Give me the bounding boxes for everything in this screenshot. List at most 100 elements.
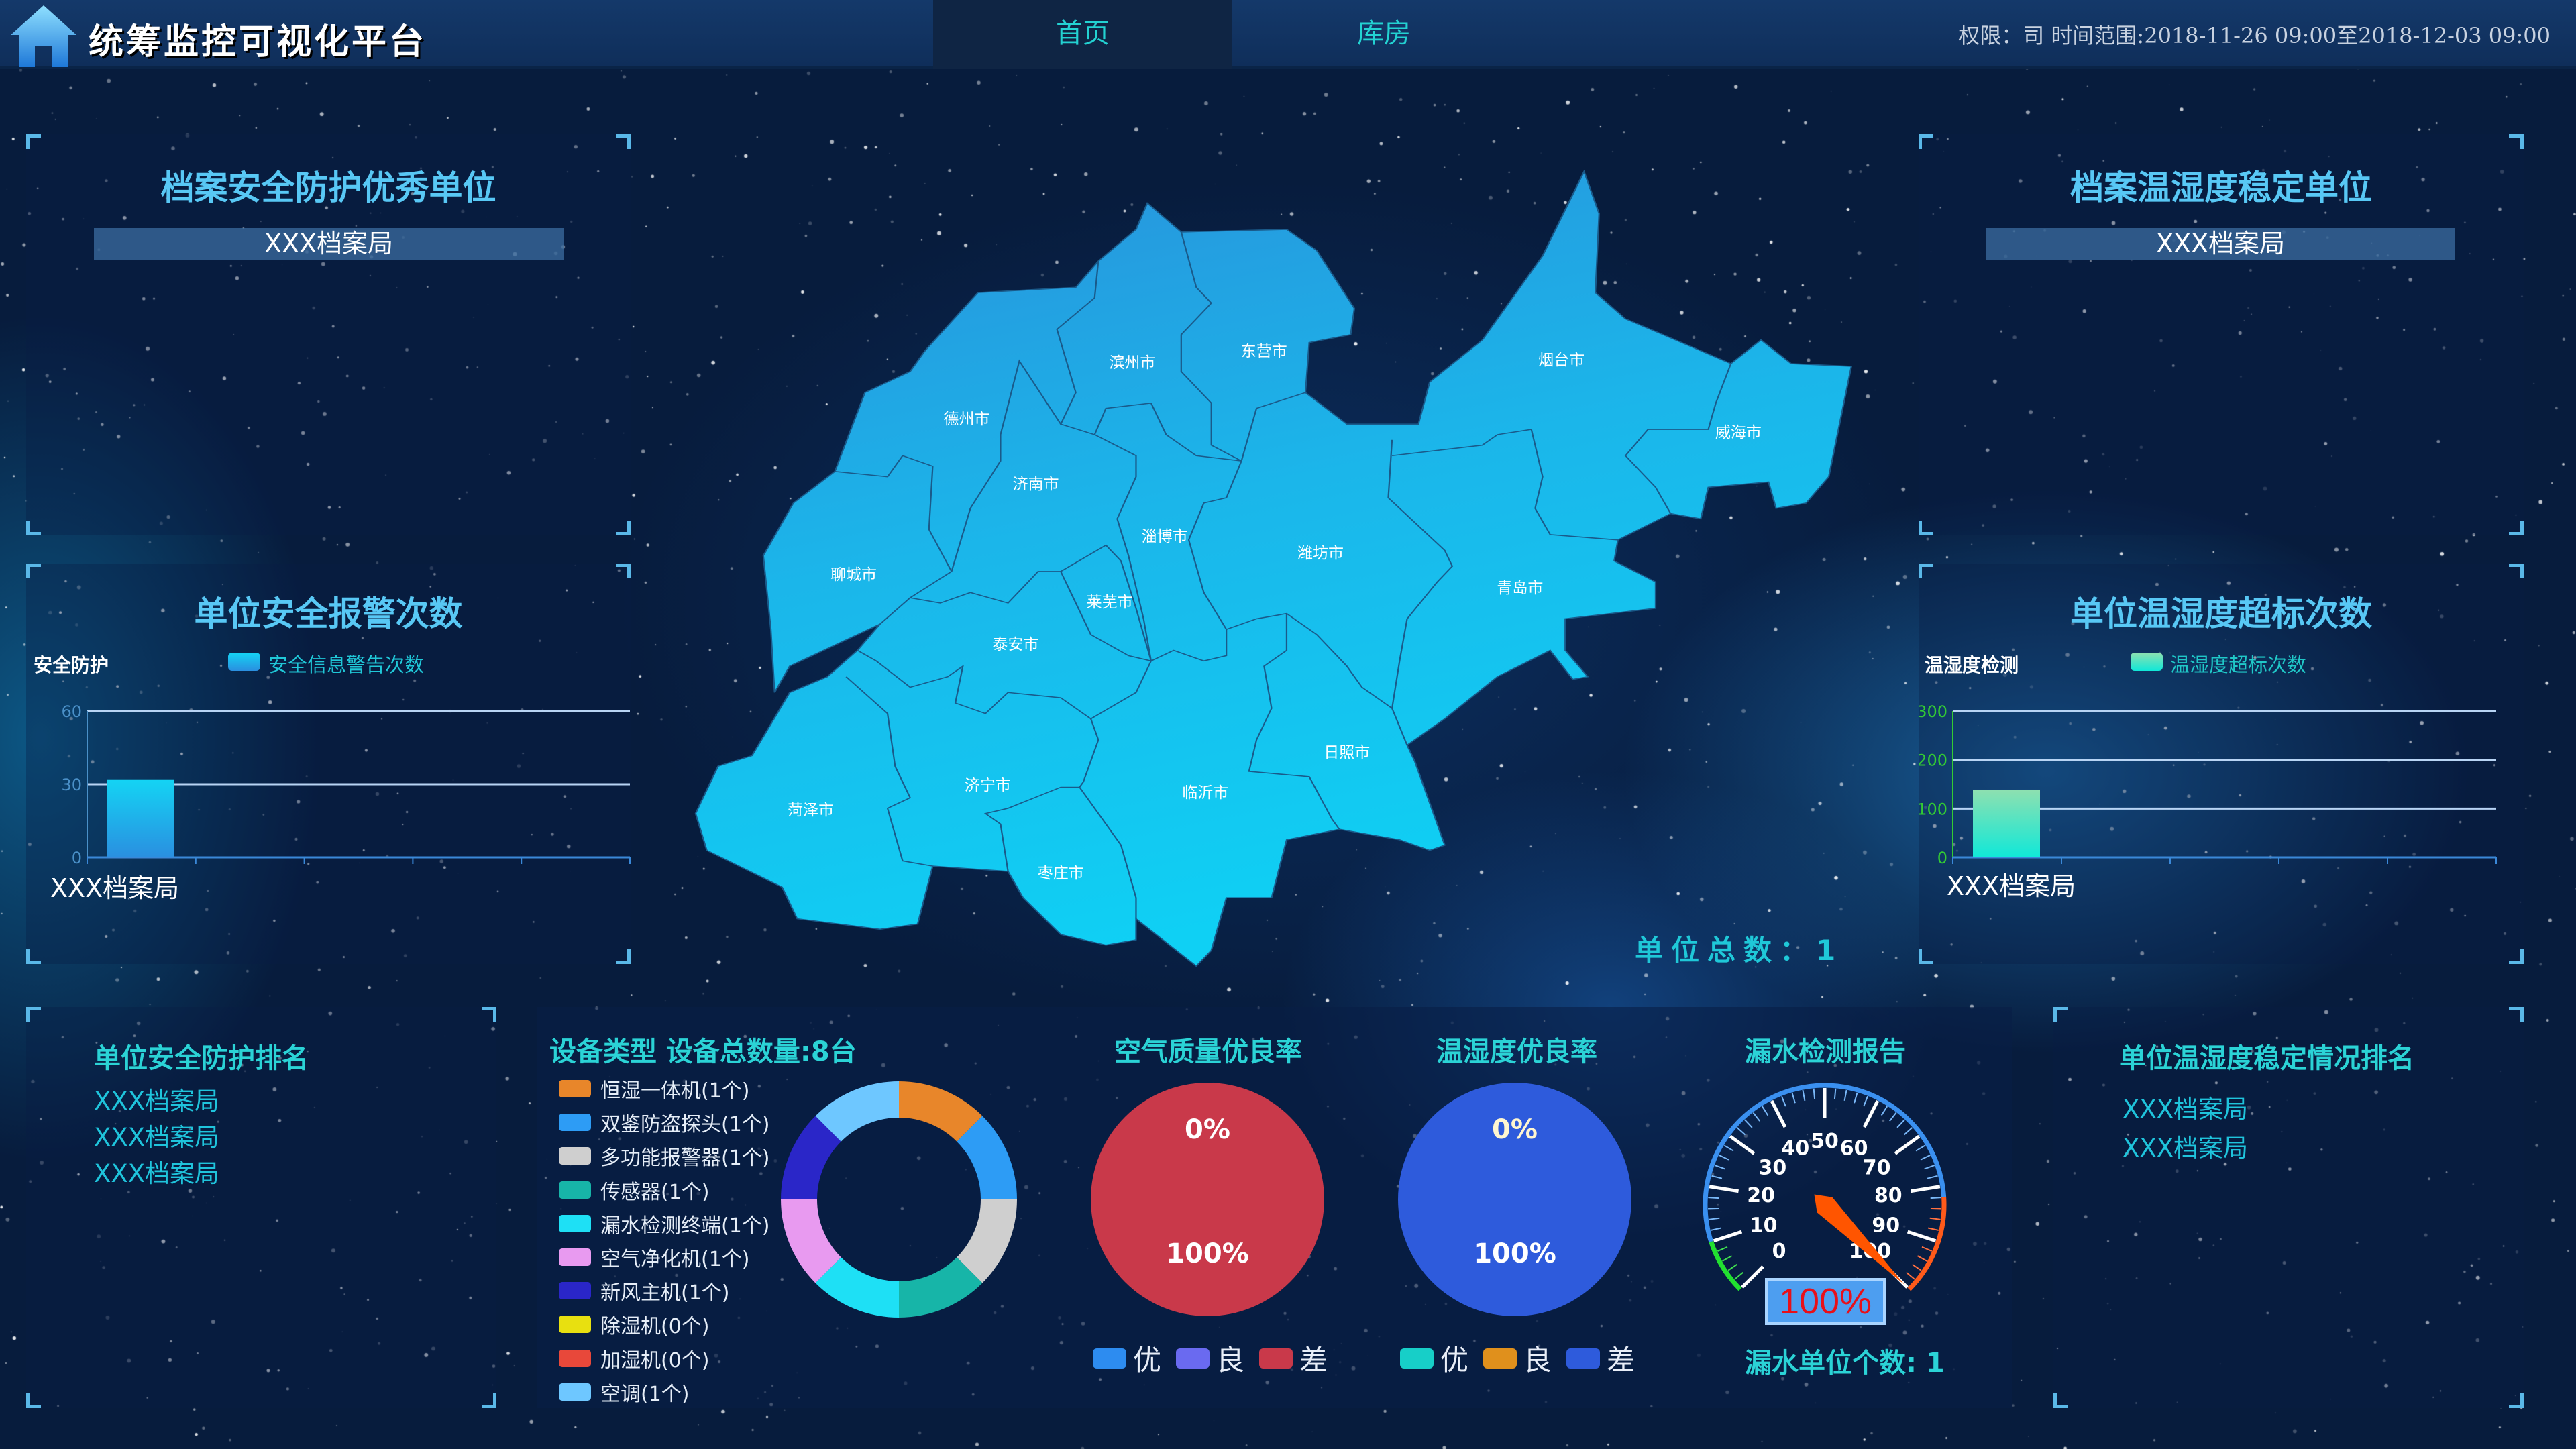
city-label[interactable]: 枣庄市 — [1037, 864, 1084, 882]
legend-swatch[interactable] — [1566, 1348, 1601, 1368]
legend-label: 恒湿一体机(1个) — [600, 1079, 750, 1103]
pie-label-top: 0% — [1185, 1114, 1230, 1145]
gauge-tick — [1889, 1112, 1897, 1122]
donut-slice[interactable] — [957, 1116, 1017, 1199]
donut-slice[interactable] — [815, 1257, 899, 1318]
legend-label: 除湿机(0个) — [600, 1315, 710, 1339]
province-outline[interactable] — [694, 169, 1853, 967]
city-label[interactable]: 聊城市 — [830, 566, 877, 584]
city-label[interactable]: 泰安市 — [992, 635, 1039, 653]
unit-item[interactable]: XXX档案局 — [1986, 228, 2455, 260]
legend-label[interactable]: 良 — [1216, 1344, 1245, 1377]
legend-item[interactable]: 传感器(1个) — [559, 1175, 710, 1205]
donut-slice[interactable] — [781, 1116, 841, 1199]
legend-item[interactable]: 除湿机(0个) — [559, 1309, 710, 1339]
device-type-title: 设备类型 设备总数量:8台 — [549, 1036, 857, 1067]
legend-item[interactable]: 空调(1个) — [559, 1377, 690, 1407]
legend-label[interactable]: 差 — [1607, 1344, 1635, 1377]
gauge-tick — [1708, 1197, 1719, 1199]
rank-item[interactable]: XXX档案局 — [2123, 1134, 2249, 1163]
permission-time-range: 权限：司 时间范围:2018-11-26 09:00至2018-12-03 09… — [1958, 23, 2551, 48]
legend-label: 漏水检测终端(1个) — [600, 1214, 770, 1238]
pie-label-bottom: 100% — [1166, 1238, 1249, 1269]
city-label[interactable]: 济南市 — [1012, 475, 1059, 493]
city-label[interactable]: 烟台市 — [1538, 352, 1585, 370]
gauge-needle — [1814, 1194, 1904, 1285]
donut-slice[interactable] — [899, 1081, 983, 1142]
unit-item[interactable]: XXX档案局 — [94, 228, 564, 260]
gauge-tick — [1722, 1255, 1733, 1262]
legend-item[interactable]: 恒湿一体机(1个) — [559, 1074, 750, 1104]
legend-label[interactable]: 安全信息警告次数 — [268, 653, 425, 676]
legend-swatch[interactable] — [2131, 653, 2163, 671]
rank-item[interactable]: XXX档案局 — [94, 1159, 220, 1188]
rank-item[interactable]: XXX档案局 — [94, 1087, 220, 1116]
donut-slice[interactable] — [899, 1257, 983, 1318]
city-label[interactable]: 莱芜市 — [1086, 594, 1133, 611]
legend-item[interactable]: 加湿机(0个) — [559, 1344, 710, 1373]
leak-unit-count: 漏水单位个数: 1 — [1745, 1348, 1945, 1379]
rank-item[interactable]: XXX档案局 — [94, 1123, 220, 1152]
tab-warehouse[interactable]: 库房 — [1357, 18, 1411, 49]
gauge-tick — [1863, 1095, 1868, 1107]
city-label[interactable]: 东营市 — [1240, 342, 1287, 360]
shandong-map[interactable] — [684, 161, 1865, 986]
pie-slice-poor[interactable] — [1091, 1083, 1324, 1316]
donut-slice[interactable] — [957, 1199, 1017, 1283]
gauge-tick — [1917, 1255, 1927, 1262]
legend-label: 新风主机(1个) — [600, 1281, 730, 1305]
legend-item[interactable]: 新风主机(1个) — [559, 1276, 730, 1305]
unit-total: 单位总数：1 — [1635, 934, 1844, 967]
y-tick-label: 100 — [1919, 800, 1947, 818]
tab-home[interactable]: 首页 — [933, 0, 1232, 69]
panel-title: 单位安全防护排名 — [94, 1043, 309, 1074]
city-label[interactable]: 淄博市 — [1141, 527, 1188, 545]
humidity-rate-pie — [1398, 1083, 1631, 1316]
legend-label[interactable]: 优 — [1133, 1344, 1162, 1377]
gauge-tick — [1920, 1155, 1931, 1161]
city-label[interactable]: 威海市 — [1715, 423, 1762, 441]
city-label[interactable]: 济宁市 — [964, 776, 1011, 794]
city-label[interactable]: 菏泽市 — [788, 801, 835, 819]
city-label[interactable]: 德州市 — [943, 411, 990, 429]
gauge-tick — [1903, 1127, 1913, 1136]
legend-swatch[interactable] — [1176, 1348, 1210, 1368]
legend-item[interactable]: 空气净化机(1个) — [559, 1242, 750, 1272]
city-label[interactable]: 临沂市 — [1182, 784, 1229, 802]
legend-swatch[interactable] — [1093, 1348, 1126, 1368]
legend-swatch[interactable] — [1400, 1348, 1434, 1368]
home-icon[interactable] — [7, 3, 80, 67]
gauge-tick — [1734, 1271, 1743, 1280]
legend-swatch[interactable] — [1483, 1348, 1517, 1368]
legend-swatch[interactable] — [1259, 1348, 1293, 1368]
gauge-tick — [1719, 1155, 1729, 1161]
legend-item[interactable]: 多功能报警器(1个) — [559, 1141, 770, 1171]
donut-slice[interactable] — [781, 1199, 841, 1283]
legend-label[interactable]: 良 — [1523, 1344, 1552, 1377]
pie-slice-poor[interactable] — [1398, 1083, 1631, 1316]
gauge-value: 100% — [1765, 1278, 1886, 1325]
city-label[interactable]: 滨州市 — [1109, 354, 1156, 372]
gauge-tick-label: 0 — [1772, 1240, 1786, 1263]
legend-item[interactable]: 双鉴防盗探头(1个) — [559, 1108, 770, 1137]
gauge-tick-label: 10 — [1750, 1214, 1778, 1238]
legend-label[interactable]: 差 — [1299, 1344, 1328, 1377]
legend-label[interactable]: 温湿度超标次数 — [2170, 653, 2307, 676]
city-label[interactable]: 日照市 — [1324, 743, 1371, 761]
gauge-tick — [1833, 1088, 1837, 1099]
gauge-tick-label: 80 — [1874, 1184, 1902, 1208]
city-label[interactable]: 青岛市 — [1497, 579, 1544, 597]
city-label[interactable]: 潍坊市 — [1297, 545, 1344, 563]
humidity-rate-legend: 优 良 差 — [1385, 1338, 1635, 1379]
y-tick-label: 30 — [61, 775, 82, 794]
donut-slice[interactable] — [815, 1081, 899, 1142]
bar[interactable] — [1973, 789, 2040, 857]
legend-label[interactable]: 优 — [1440, 1344, 1469, 1377]
legend-swatch[interactable] — [228, 653, 260, 671]
rank-item[interactable]: XXX档案局 — [2123, 1095, 2249, 1124]
bar[interactable] — [107, 779, 174, 857]
legend-swatch — [559, 1214, 591, 1232]
gauge-tick — [1781, 1095, 1786, 1107]
legend-item[interactable]: 漏水检测终端(1个) — [559, 1209, 770, 1238]
